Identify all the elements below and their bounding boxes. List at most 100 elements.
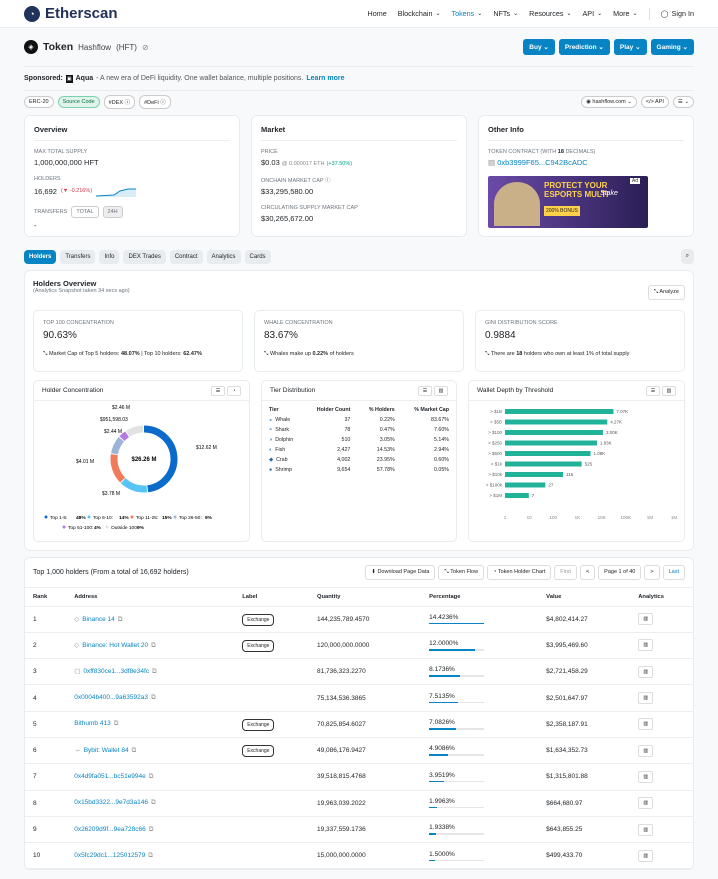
copy-icon[interactable]: ⧉ xyxy=(117,615,123,623)
holder-address-link[interactable]: 0x26209d9f...9ea728c66 xyxy=(74,825,146,833)
holder-address-link[interactable]: 0x15bd3322...9e7d3a146 xyxy=(74,799,148,807)
donut-slice[interactable] xyxy=(110,454,126,483)
depth-bar[interactable] xyxy=(505,451,591,456)
legend-value: 4% xyxy=(94,525,102,531)
search-icon[interactable]: ⌕ xyxy=(680,249,694,264)
tab-dex-trades[interactable]: DEX Trades xyxy=(123,249,166,264)
learn-more-link[interactable]: Learn more xyxy=(306,75,345,82)
copy-icon[interactable]: ⧉ xyxy=(113,720,119,728)
analytics-chart-icon[interactable]: ▥ xyxy=(638,849,654,862)
stake-ad-banner[interactable]: PROTECT YOUR ESPORTS MULTI 200% BONUS Sta… xyxy=(488,176,648,228)
chart-view-icon[interactable]: ▥ xyxy=(662,385,676,396)
holder-address-link[interactable]: Bithumb 413 xyxy=(74,720,111,728)
list-view-icon[interactable]: ☰ xyxy=(418,385,432,396)
holder-address-link[interactable]: Bybit: Wallet 84 xyxy=(83,746,129,754)
exchange-label[interactable]: Exchange xyxy=(242,613,275,626)
copy-icon[interactable]: ⧉ xyxy=(148,772,154,780)
exchange-label[interactable]: Exchange xyxy=(242,745,275,758)
nav-tokens[interactable]: Tokens xyxy=(451,9,475,18)
chart-view-icon[interactable]: ◔ xyxy=(227,385,241,396)
analytics-chart-icon[interactable]: ▥ xyxy=(638,797,654,810)
play-button[interactable]: Play ⌄ xyxy=(613,39,647,55)
next-page-button[interactable]: > xyxy=(644,565,660,580)
donut-slice[interactable] xyxy=(143,425,178,493)
more-menu-button[interactable]: ☰ ⌄ xyxy=(672,96,694,108)
website-dropdown[interactable]: ◉ hashflow.com ⌄ xyxy=(581,96,637,108)
nav-api[interactable]: API xyxy=(582,9,595,18)
analytics-chart-icon[interactable]: ▥ xyxy=(638,665,654,678)
donut-slice[interactable] xyxy=(111,437,125,455)
transfers-total-tab[interactable]: TOTAL xyxy=(71,206,99,218)
tab-transfers[interactable]: Transfers xyxy=(60,249,96,264)
holder-address-link[interactable]: Binance: Hot Wallet 20 xyxy=(82,641,149,649)
prev-page-button[interactable]: < xyxy=(579,565,596,580)
token-flow-button[interactable]: ⤡ Token Flow xyxy=(438,565,485,580)
nav-resources[interactable]: Resources xyxy=(529,9,564,18)
depth-bar[interactable] xyxy=(505,430,603,435)
tag-source-code[interactable]: Source Code xyxy=(57,96,100,108)
tag-defi[interactable]: #DeFi ⓘ xyxy=(139,95,171,109)
token-holder-chart-button[interactable]: ◔ Token Holder Chart xyxy=(487,565,552,580)
nav-nfts[interactable]: NFTs xyxy=(493,9,511,18)
donut-chart: $26.26 M $2.46 M $951,598.03 $2.44 M $4.01 M… xyxy=(44,405,217,531)
sponsor-name[interactable]: Aqua xyxy=(75,75,94,82)
holder-address-link[interactable]: Binance 14 xyxy=(82,615,115,623)
token-contract-link[interactable]: 0xb3999F65...C942BcADC xyxy=(497,158,588,167)
list-view-icon[interactable]: ☰ xyxy=(211,385,225,396)
copy-icon[interactable]: ⧉ xyxy=(148,825,154,833)
depth-bar[interactable] xyxy=(505,493,529,498)
depth-bar[interactable] xyxy=(505,461,582,467)
gaming-button[interactable]: Gaming ⌄ xyxy=(650,39,694,55)
copy-icon[interactable]: ⧉ xyxy=(148,851,154,859)
analytics-chart-icon[interactable]: ▥ xyxy=(638,823,654,836)
analyze-button[interactable]: ⤡ Analyze xyxy=(647,285,685,300)
etherscan-logo[interactable]: ◔ Etherscan xyxy=(24,5,118,22)
holder-address-link[interactable]: 0x4d9fa051...bc51e994e xyxy=(74,772,146,780)
depth-bar[interactable] xyxy=(505,409,614,414)
api-button[interactable]: </> API xyxy=(640,96,669,108)
depth-bar[interactable] xyxy=(505,482,546,488)
copy-icon[interactable]: ⧉ xyxy=(151,641,156,649)
analytics-chart-icon[interactable]: ▥ xyxy=(638,692,654,705)
depth-bar[interactable] xyxy=(505,440,597,446)
tag-erc20[interactable]: ERC-20 xyxy=(24,96,54,108)
copy-icon[interactable]: ⧉ xyxy=(150,799,156,807)
nav-more[interactable]: More xyxy=(613,9,630,18)
analytics-chart-icon[interactable]: ▥ xyxy=(638,613,654,626)
copy-icon[interactable]: ⧉ xyxy=(150,694,156,702)
holder-address-link[interactable]: 0xff830ce1...3df8e34fc xyxy=(83,668,150,676)
first-page-button[interactable]: First xyxy=(554,565,577,580)
holder-address-link[interactable]: 0x0004b400...9a63592a3 xyxy=(74,694,148,702)
copy-icon[interactable]: ⧉ xyxy=(152,668,157,676)
analytics-chart-icon[interactable]: ▥ xyxy=(638,718,654,731)
buy-button[interactable]: Buy ⌄ xyxy=(523,39,555,55)
tab-analytics[interactable]: Analytics xyxy=(206,249,241,264)
analytics-chart-icon[interactable]: ▥ xyxy=(638,770,654,783)
donut-slice[interactable] xyxy=(120,477,148,493)
donut-slice[interactable] xyxy=(119,431,130,442)
tag-dex[interactable]: #DEX ⓘ xyxy=(103,95,136,109)
analytics-chart-icon[interactable]: ▥ xyxy=(638,744,654,757)
nav-blockchain[interactable]: Blockchain xyxy=(397,9,433,18)
nav-sign-in[interactable]: Sign In xyxy=(671,9,694,18)
bar-category-label: > $1M xyxy=(489,493,502,498)
depth-bar[interactable] xyxy=(505,472,564,477)
donut-slice[interactable] xyxy=(125,425,144,437)
tab-contract[interactable]: Contract xyxy=(169,249,203,264)
list-view-icon[interactable]: ☰ xyxy=(646,385,660,396)
exchange-label[interactable]: Exchange xyxy=(242,718,275,731)
download-page-data-button[interactable]: ⬇ Download Page Data xyxy=(365,565,436,580)
tab-holders[interactable]: Holders xyxy=(24,249,57,264)
tab-cards[interactable]: Cards xyxy=(244,249,271,264)
nav-home[interactable]: Home xyxy=(367,9,387,18)
copy-icon[interactable]: ⧉ xyxy=(131,746,137,754)
depth-bar[interactable] xyxy=(505,419,608,425)
holder-address-link[interactable]: 0x5fc29dc1...125012579 xyxy=(74,851,146,859)
transfers-24h-tab[interactable]: 24H xyxy=(102,206,123,218)
tab-info[interactable]: Info xyxy=(99,249,120,264)
prediction-button[interactable]: Prediction ⌄ xyxy=(558,39,610,55)
analytics-chart-icon[interactable]: ▥ xyxy=(638,639,654,652)
exchange-label[interactable]: Exchange xyxy=(242,639,275,652)
last-page-button[interactable]: Last xyxy=(662,565,685,580)
chart-view-icon[interactable]: ▥ xyxy=(434,385,448,396)
